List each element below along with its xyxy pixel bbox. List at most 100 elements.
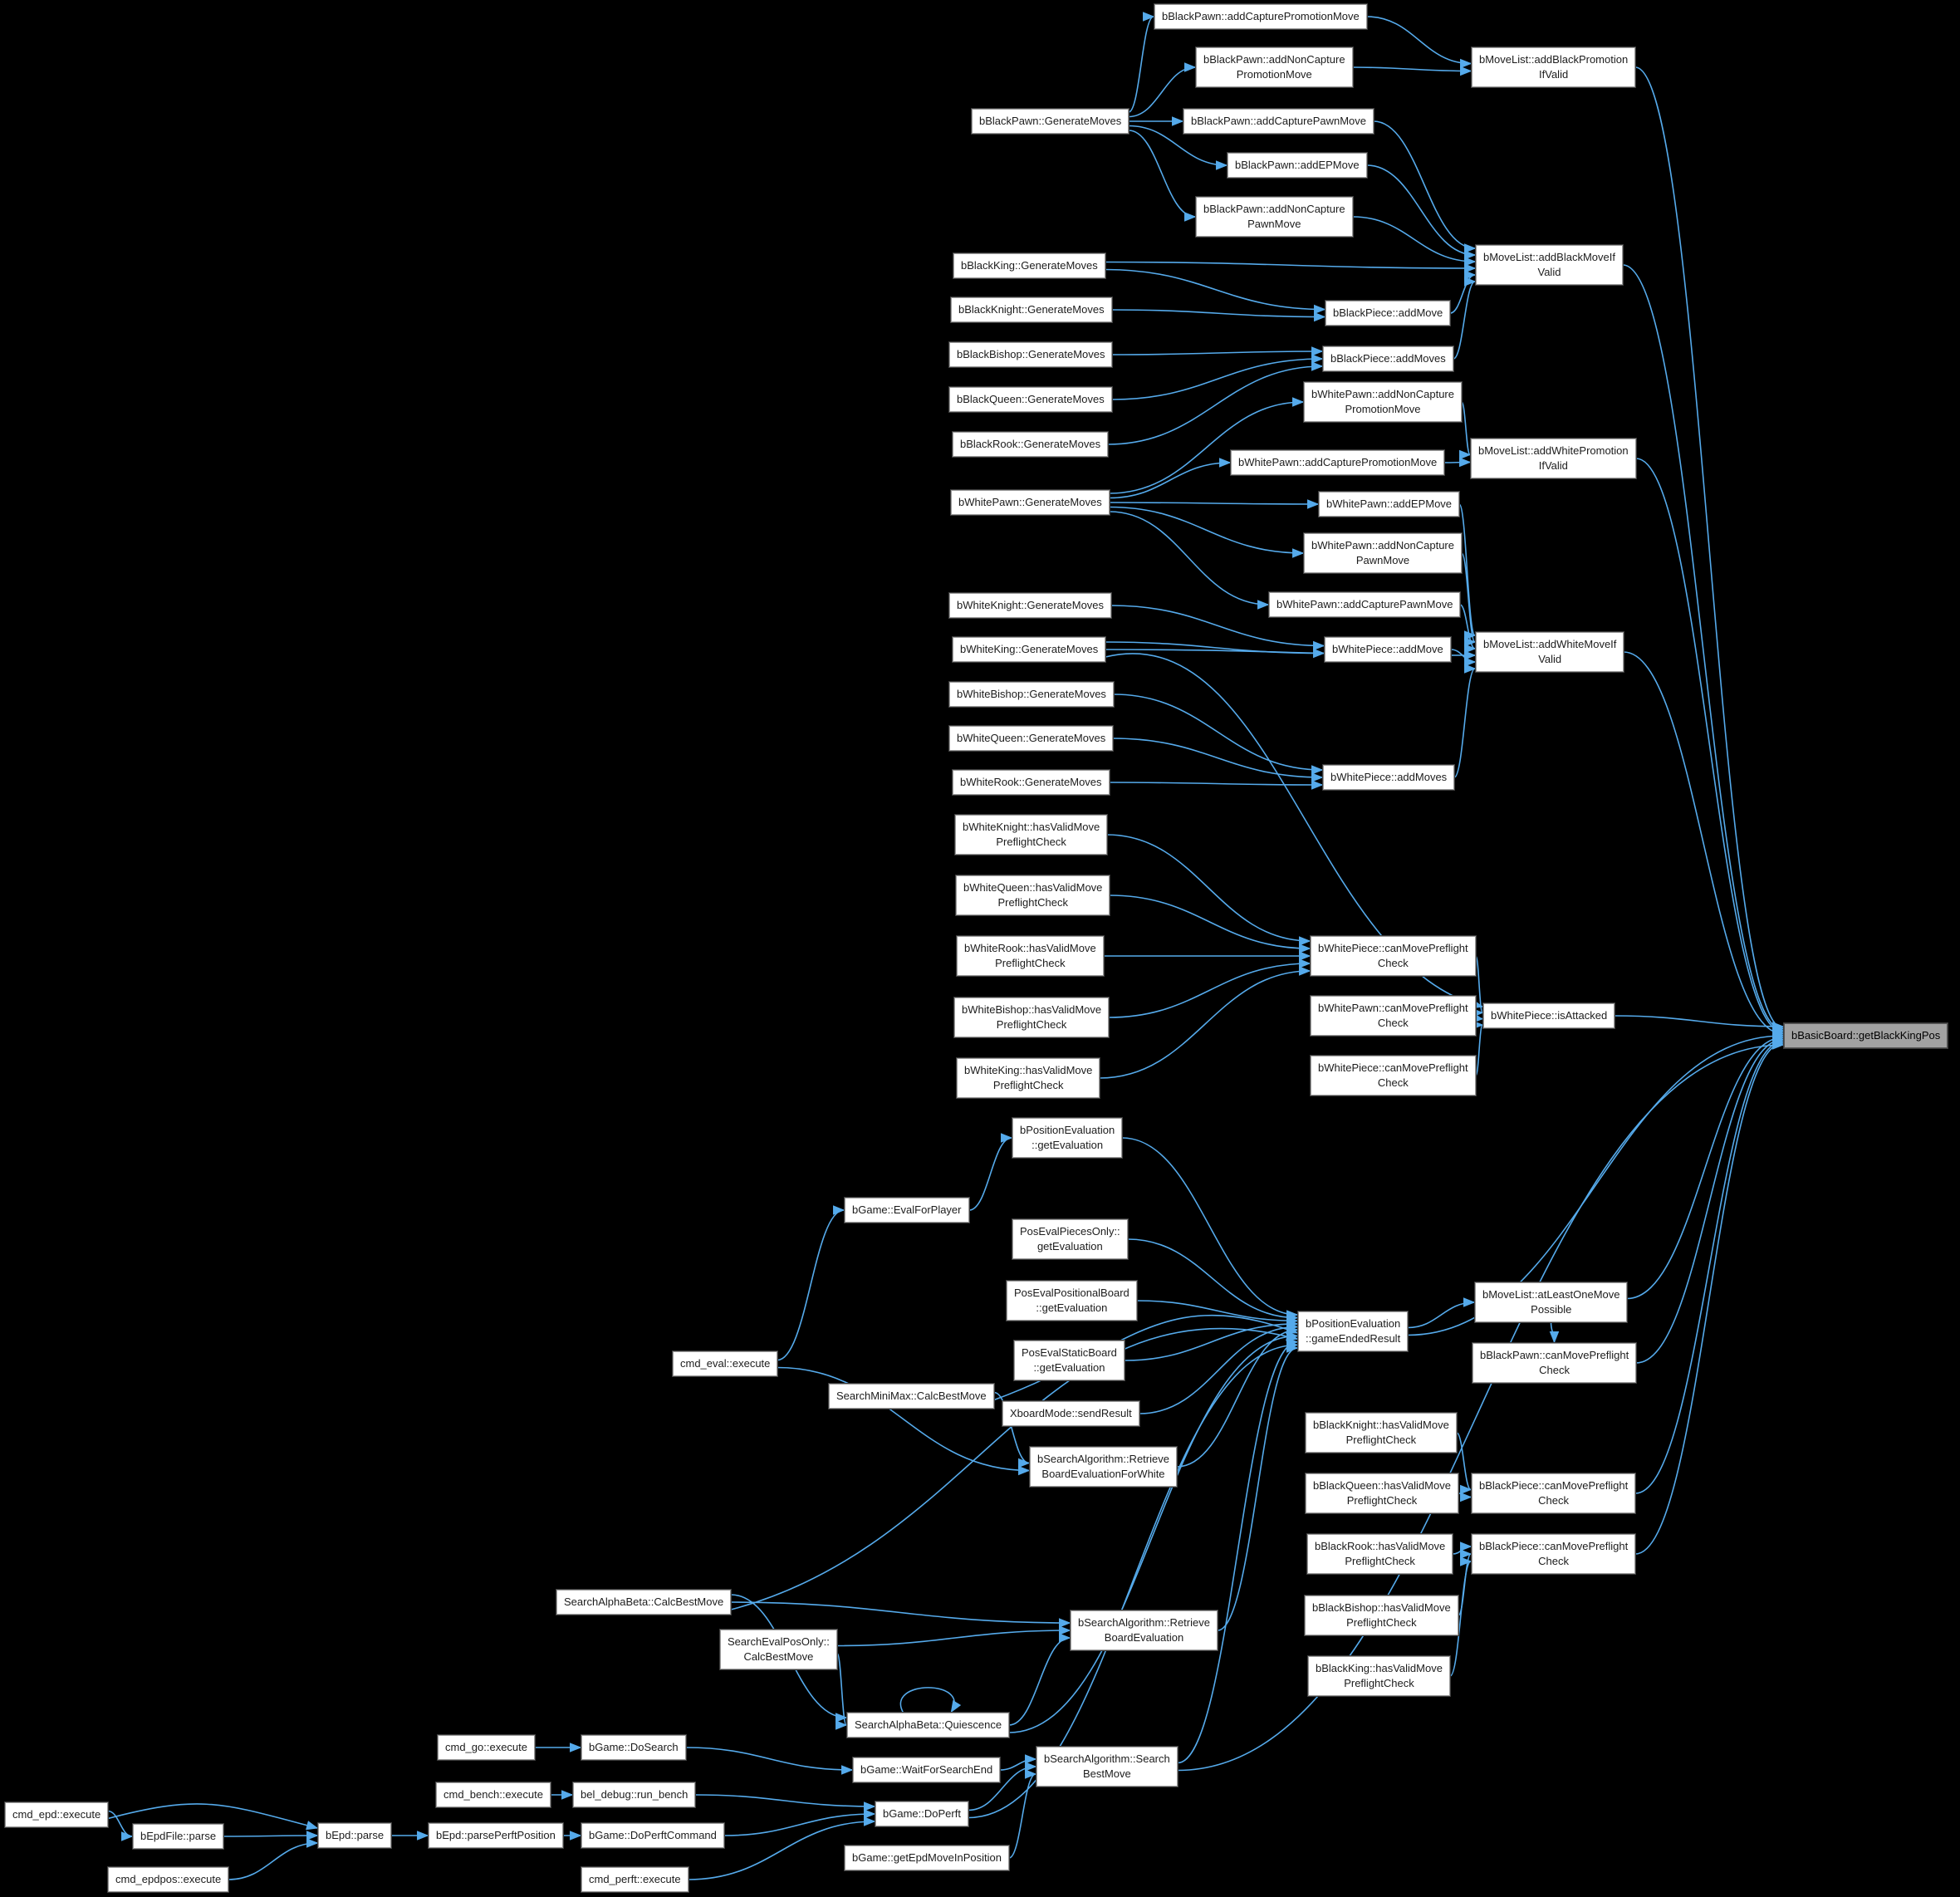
graph-node-wrook_gen[interactable]: bWhiteRook::GenerateMoves <box>952 769 1110 796</box>
graph-node-brook_gen[interactable]: bBlackRook::GenerateMoves <box>951 431 1110 458</box>
graph-node-wpiece_isattacked[interactable]: bWhitePiece::isAttacked <box>1482 1002 1616 1029</box>
graph-node-alphabeta_calc[interactable]: SearchAlphaBeta::CalcBestMove <box>555 1589 733 1615</box>
graph-node-quiescence[interactable]: SearchAlphaBeta::Quiescence <box>845 1712 1011 1738</box>
graph-node-cmd_eval[interactable]: cmd_eval::execute <box>671 1350 779 1377</box>
call-edge-wqueen_gen-to-wpiece_addmoves <box>1112 738 1324 782</box>
graph-node-bbishop_has[interactable]: bBlackBishop::hasValidMove PreflightChec… <box>1304 1595 1459 1636</box>
call-edge-wqueen_has-to-wpiece_canmove1 <box>1109 895 1311 953</box>
call-edge-dosearch-to-wait_searchend <box>685 1747 854 1775</box>
graph-node-wpiece_canmove1[interactable]: bWhitePiece::canMovePreflight Check <box>1310 935 1477 977</box>
call-edge-bqueen_has-to-bpiece_canmove1 <box>1458 1492 1472 1502</box>
graph-node-bp_gen[interactable]: bBlackPawn::GenerateMoves <box>970 108 1130 135</box>
graph-node-wbishop_has[interactable]: bWhiteBishop::hasValidMove PreflightChec… <box>953 997 1110 1038</box>
graph-node-ml_white_prom[interactable]: bMoveList::addWhitePromotion IfValid <box>1470 438 1637 479</box>
graph-node-bknight_has[interactable]: bBlackKnight::hasValidMove PreflightChec… <box>1305 1412 1458 1453</box>
graph-node-getepdmove[interactable]: bGame::getEpdMoveInPosition <box>844 1845 1010 1871</box>
graph-node-wpiece_canmove2[interactable]: bWhitePiece::canMovePreflight Check <box>1310 1055 1477 1096</box>
graph-node-epdfile_parse[interactable]: bEpdFile::parse <box>131 1823 225 1850</box>
graph-node-wbishop_gen[interactable]: bWhiteBishop::GenerateMoves <box>948 681 1115 708</box>
graph-node-bbishop_gen[interactable]: bBlackBishop::GenerateMoves <box>948 341 1114 368</box>
graph-node-bknight_gen[interactable]: bBlackKnight::GenerateMoves <box>950 297 1113 323</box>
graph-node-epd_parse[interactable]: bEpd::parse <box>316 1822 393 1849</box>
call-edge-poseval_geteval-to-game_ended <box>1121 1137 1299 1320</box>
graph-node-target[interactable]: bBasicBoard::getBlackKingPos <box>1782 1022 1949 1049</box>
graph-node-bking_has[interactable]: bBlackKing::hasValidMove PreflightCheck <box>1307 1655 1451 1697</box>
graph-node-dosearch[interactable]: bGame::DoSearch <box>581 1734 687 1761</box>
graph-node-bp_add_cap_prom[interactable]: bBlackPawn::addCapturePromotionMove <box>1154 3 1368 30</box>
graph-node-cmd_bench[interactable]: cmd_bench::execute <box>435 1782 551 1808</box>
graph-node-cmd_epdpos[interactable]: cmd_epdpos::execute <box>106 1866 230 1893</box>
graph-node-bp_add_noncap_pawn[interactable]: bBlackPawn::addNonCapture PawnMove <box>1195 196 1354 238</box>
graph-node-game_ended[interactable]: bPositionEvaluation ::gameEndedResult <box>1296 1311 1409 1352</box>
graph-node-wqueen_gen[interactable]: bWhiteQueen::GenerateMoves <box>948 725 1115 752</box>
call-edge-wp_gen-to-wp_add_noncap_pawn <box>1109 506 1305 558</box>
call-edge-wpiece_isattacked-to-target <box>1614 1015 1785 1032</box>
graph-node-wpiece_addmoves[interactable]: bWhitePiece::addMoves <box>1321 764 1456 791</box>
graph-node-cmd_perft[interactable]: cmd_perft::execute <box>581 1866 689 1893</box>
call-edge-bpawn_canmove-to-target <box>1635 1034 1785 1364</box>
graph-node-doperft[interactable]: bGame::DoPerft <box>875 1801 969 1827</box>
call-edge-bpiece_addmove-to-ml_black_move <box>1449 270 1477 314</box>
graph-node-wp_gen[interactable]: bWhitePawn::GenerateMoves <box>950 489 1110 516</box>
graph-node-cmd_go[interactable]: cmd_go::execute <box>436 1734 537 1761</box>
graph-node-bpiece_addmoves[interactable]: bBlackPiece::addMoves <box>1322 346 1454 372</box>
call-edge-ml_atleastone-to-target <box>1626 1032 1785 1300</box>
call-edge-wp_add_noncap_prom-to-ml_white_prom <box>1458 401 1472 460</box>
graph-node-bp_add_cap_pawn[interactable]: bBlackPawn::addCapturePawnMove <box>1182 108 1375 135</box>
graph-node-wp_add_noncap_prom[interactable]: bWhitePawn::addNonCapture PromotionMove <box>1303 381 1463 423</box>
graph-node-ml_black_prom[interactable]: bMoveList::addBlackPromotion IfValid <box>1470 47 1637 88</box>
graph-node-cmd_epd[interactable]: cmd_epd::execute <box>3 1801 110 1828</box>
graph-node-wknight_has[interactable]: bWhiteKnight::hasValidMove PreflightChec… <box>953 814 1109 855</box>
graph-node-bpiece_canmove1[interactable]: bBlackPiece::canMovePreflight Check <box>1470 1473 1637 1514</box>
graph-node-brook_has[interactable]: bBlackRook::hasValidMove PreflightCheck <box>1306 1533 1454 1575</box>
graph-node-wqueen_has[interactable]: bWhiteQueen::hasValidMove PreflightCheck <box>954 875 1111 916</box>
graph-node-evalforplayer[interactable]: bGame::EvalForPlayer <box>844 1197 970 1223</box>
call-edge-brook_has-to-bpiece_canmove2 <box>1452 1542 1472 1555</box>
graph-node-run_bench[interactable]: bel_debug::run_bench <box>571 1782 697 1808</box>
graph-node-bking_gen[interactable]: bBlackKing::GenerateMoves <box>953 252 1106 279</box>
graph-node-bpiece_addmove[interactable]: bBlackPiece::addMove <box>1324 300 1452 326</box>
graph-node-doperft_cmd[interactable]: bGame::DoPerftCommand <box>581 1822 725 1849</box>
call-edge-ml_white_move-to-target <box>1623 651 1785 1039</box>
graph-node-wknight_gen[interactable]: bWhiteKnight::GenerateMoves <box>948 592 1113 619</box>
graph-node-ml_white_move[interactable]: bMoveList::addWhiteMoveIf Valid <box>1474 631 1625 673</box>
call-edge-bknight_gen-to-bpiece_addmove <box>1111 309 1326 322</box>
graph-node-xboard_sendresult[interactable]: XboardMode::sendResult <box>1002 1400 1140 1427</box>
graph-node-bqueen_gen[interactable]: bBlackQueen::GenerateMoves <box>948 386 1113 413</box>
graph-node-parse_perft[interactable]: bEpd::parsePerftPosition <box>428 1822 564 1849</box>
graph-node-bp_add_ep[interactable]: bBlackPawn::addEPMove <box>1227 152 1368 179</box>
graph-node-bp_add_noncap_prom[interactable]: bBlackPawn::addNonCapture PromotionMove <box>1195 47 1354 88</box>
call-edge-ml_black_move-to-target <box>1622 264 1785 1036</box>
graph-node-poseval_positional[interactable]: PosEvalPositionalBoard ::getEvaluation <box>1006 1280 1138 1321</box>
call-edge-bking_gen-to-ml_black_move <box>1105 261 1477 273</box>
graph-node-ml_atleastone[interactable]: bMoveList::atLeastOneMove Possible <box>1473 1282 1629 1323</box>
call-edge-bpiece_addmoves-to-ml_black_move <box>1453 277 1477 360</box>
graph-node-poseval_static[interactable]: PosEvalStaticBoard ::getEvaluation <box>1013 1340 1125 1381</box>
graph-node-searchbestmove[interactable]: bSearchAlgorithm::Search BestMove <box>1036 1746 1178 1787</box>
graph-node-poseval_pieces[interactable]: PosEvalPiecesOnly:: getEvaluation <box>1012 1218 1129 1260</box>
call-edge-wknight_has-to-wpiece_canmove1 <box>1106 834 1311 946</box>
graph-node-wrook_has[interactable]: bWhiteRook::hasValidMove PreflightCheck <box>956 935 1105 977</box>
graph-node-wp_add_ep[interactable]: bWhitePawn::addEPMove <box>1317 491 1461 517</box>
call-edge-poseval_static-to-game_ended <box>1124 1319 1299 1361</box>
graph-node-wking_has[interactable]: bWhiteKing::hasValidMove PreflightCheck <box>955 1057 1101 1099</box>
graph-node-bpawn_canmove[interactable]: bBlackPawn::canMovePreflight Check <box>1471 1342 1638 1384</box>
graph-node-searchminimax[interactable]: SearchMiniMax::CalcBestMove <box>828 1383 995 1409</box>
call-edge-quiescence-to-game_ended <box>1008 1331 1299 1733</box>
graph-node-poseval_geteval[interactable]: bPositionEvaluation ::getEvaluation <box>1011 1117 1124 1159</box>
graph-node-wpawn_canmove[interactable]: bWhitePawn::canMovePreflight Check <box>1310 995 1477 1037</box>
graph-node-ml_black_move[interactable]: bMoveList::addBlackMoveIf Valid <box>1475 244 1624 286</box>
graph-node-wait_searchend[interactable]: bGame::WaitForSearchEnd <box>851 1757 1002 1783</box>
graph-node-bqueen_has[interactable]: bBlackQueen::hasValidMove PreflightCheck <box>1305 1473 1459 1514</box>
graph-node-retrieve_white[interactable]: bSearchAlgorithm::Retrieve BoardEvaluati… <box>1029 1446 1178 1488</box>
graph-node-wpiece_addmove[interactable]: bWhitePiece::addMove <box>1324 636 1452 663</box>
graph-node-bpiece_canmove2[interactable]: bBlackPiece::canMovePreflight Check <box>1470 1533 1637 1575</box>
graph-node-retrieve_eval[interactable]: bSearchAlgorithm::Retrieve BoardEvaluati… <box>1070 1610 1218 1651</box>
graph-node-wp_add_cap_pawn[interactable]: bWhitePawn::addCapturePawnMove <box>1267 591 1462 618</box>
call-edge-bpiece_canmove2-to-target <box>1634 1038 1785 1555</box>
graph-node-wp_add_cap_prom[interactable]: bWhitePawn::addCapturePromotionMove <box>1229 449 1446 476</box>
graph-node-evalposonly_calc[interactable]: SearchEvalPosOnly:: CalcBestMove <box>719 1629 838 1670</box>
graph-node-wp_add_noncap_pawn[interactable]: bWhitePawn::addNonCapture PawnMove <box>1303 532 1463 574</box>
graph-node-wking_gen[interactable]: bWhiteKing::GenerateMoves <box>951 636 1107 663</box>
